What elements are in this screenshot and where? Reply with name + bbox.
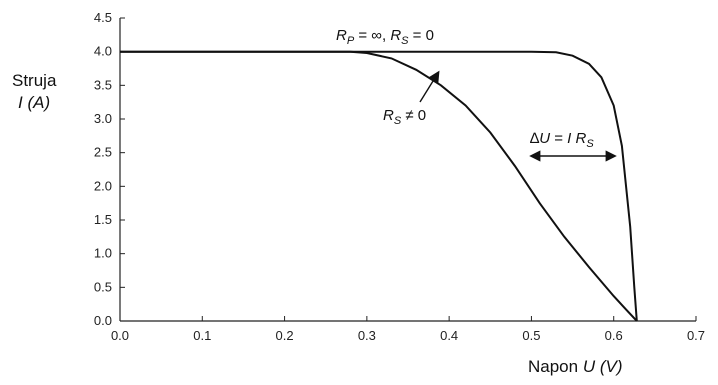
y-tick-label: 2.5 (94, 145, 112, 160)
rs-label-arrow (419, 70, 440, 103)
rs-curve-label: RS ≠ 0 (383, 107, 426, 127)
y-axis-symbol: I (18, 93, 23, 112)
x-tick-label: 0.6 (605, 328, 623, 343)
y-tick-label: 0.0 (94, 313, 112, 328)
x-tick-label: 0.2 (276, 328, 294, 343)
y-tick-label: 4.5 (94, 10, 112, 25)
y-tick-label: 3.5 (94, 77, 112, 92)
y-axis-unit: (A) (27, 93, 50, 112)
x-axis-title: Napon U (V) (528, 357, 623, 376)
y-ticks: 0.0 0.5 1.0 1.5 2.0 2.5 3.0 3.5 4.0 4.5 (94, 10, 125, 328)
series-rs-line (120, 50, 638, 322)
x-ticks: 0.0 0.1 0.2 0.3 0.4 0.5 0.6 0.7 (111, 316, 705, 343)
y-tick-label: 0.5 (94, 279, 112, 294)
y-axis-title-symbol: I (A) (18, 93, 50, 112)
y-tick-label: 2.0 (94, 178, 112, 193)
y-tick-label: 3.0 (94, 111, 112, 126)
y-axis-title-name: Struja (12, 71, 57, 90)
y-tick-label: 4.0 (94, 44, 112, 59)
y-tick-label: 1.5 (94, 212, 112, 227)
delta-u-label: ∆U = I RS (530, 130, 594, 150)
x-tick-label: 0.3 (358, 328, 376, 343)
x-tick-label: 0.4 (440, 328, 458, 343)
x-tick-label: 0.1 (193, 328, 211, 343)
x-axis-unit: (V) (600, 357, 623, 376)
x-axis-symbol: U (583, 357, 596, 376)
x-axis-name: Napon (528, 357, 578, 376)
series-ideal-line (120, 50, 638, 322)
x-tick-label: 0.5 (522, 328, 540, 343)
y-tick-label: 1.0 (94, 246, 112, 261)
ideal-curve-label: RP = ∞, RS = 0 (336, 27, 434, 47)
x-tick-label: 0.7 (687, 328, 705, 343)
x-tick-label: 0.0 (111, 328, 129, 343)
